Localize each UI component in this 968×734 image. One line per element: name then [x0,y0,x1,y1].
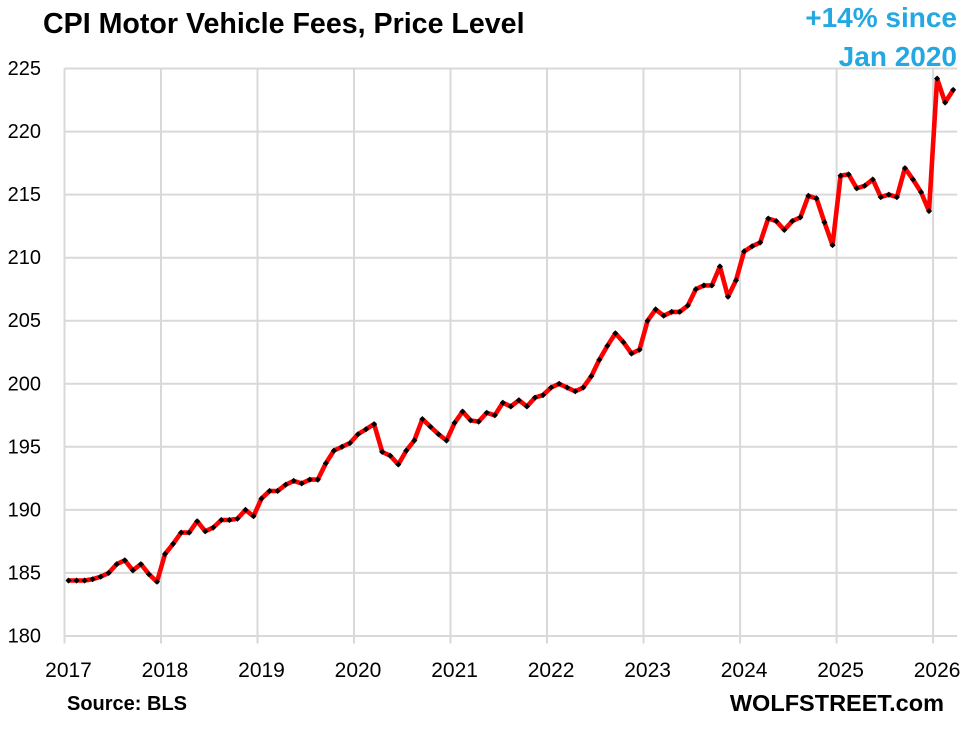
svg-text:2018: 2018 [142,659,189,682]
svg-text:220: 220 [8,121,41,143]
svg-text:210: 210 [8,247,41,269]
svg-text:2023: 2023 [624,659,671,682]
svg-text:2021: 2021 [431,659,478,682]
svg-text:2020: 2020 [335,659,382,682]
svg-text:WOLFSTREET.com: WOLFSTREET.com [730,690,944,716]
svg-text:2025: 2025 [817,659,864,682]
svg-text:200: 200 [8,373,41,395]
svg-text:Source: BLS: Source: BLS [67,693,187,715]
svg-text:2019: 2019 [238,659,285,682]
svg-text:+14% since: +14% since [805,2,957,33]
svg-text:2017: 2017 [45,659,92,682]
svg-text:185: 185 [8,562,41,584]
svg-text:205: 205 [8,310,41,332]
svg-text:180: 180 [8,626,41,648]
svg-text:2022: 2022 [528,659,575,682]
svg-text:2024: 2024 [721,659,768,682]
svg-text:2026: 2026 [914,659,961,682]
svg-text:195: 195 [8,436,41,458]
svg-text:Jan 2020: Jan 2020 [839,41,957,72]
svg-text:225: 225 [8,58,41,80]
svg-text:CPI Motor Vehicle Fees, Price: CPI Motor Vehicle Fees, Price Level [43,8,525,40]
svg-text:190: 190 [8,499,41,521]
svg-text:215: 215 [8,184,41,206]
